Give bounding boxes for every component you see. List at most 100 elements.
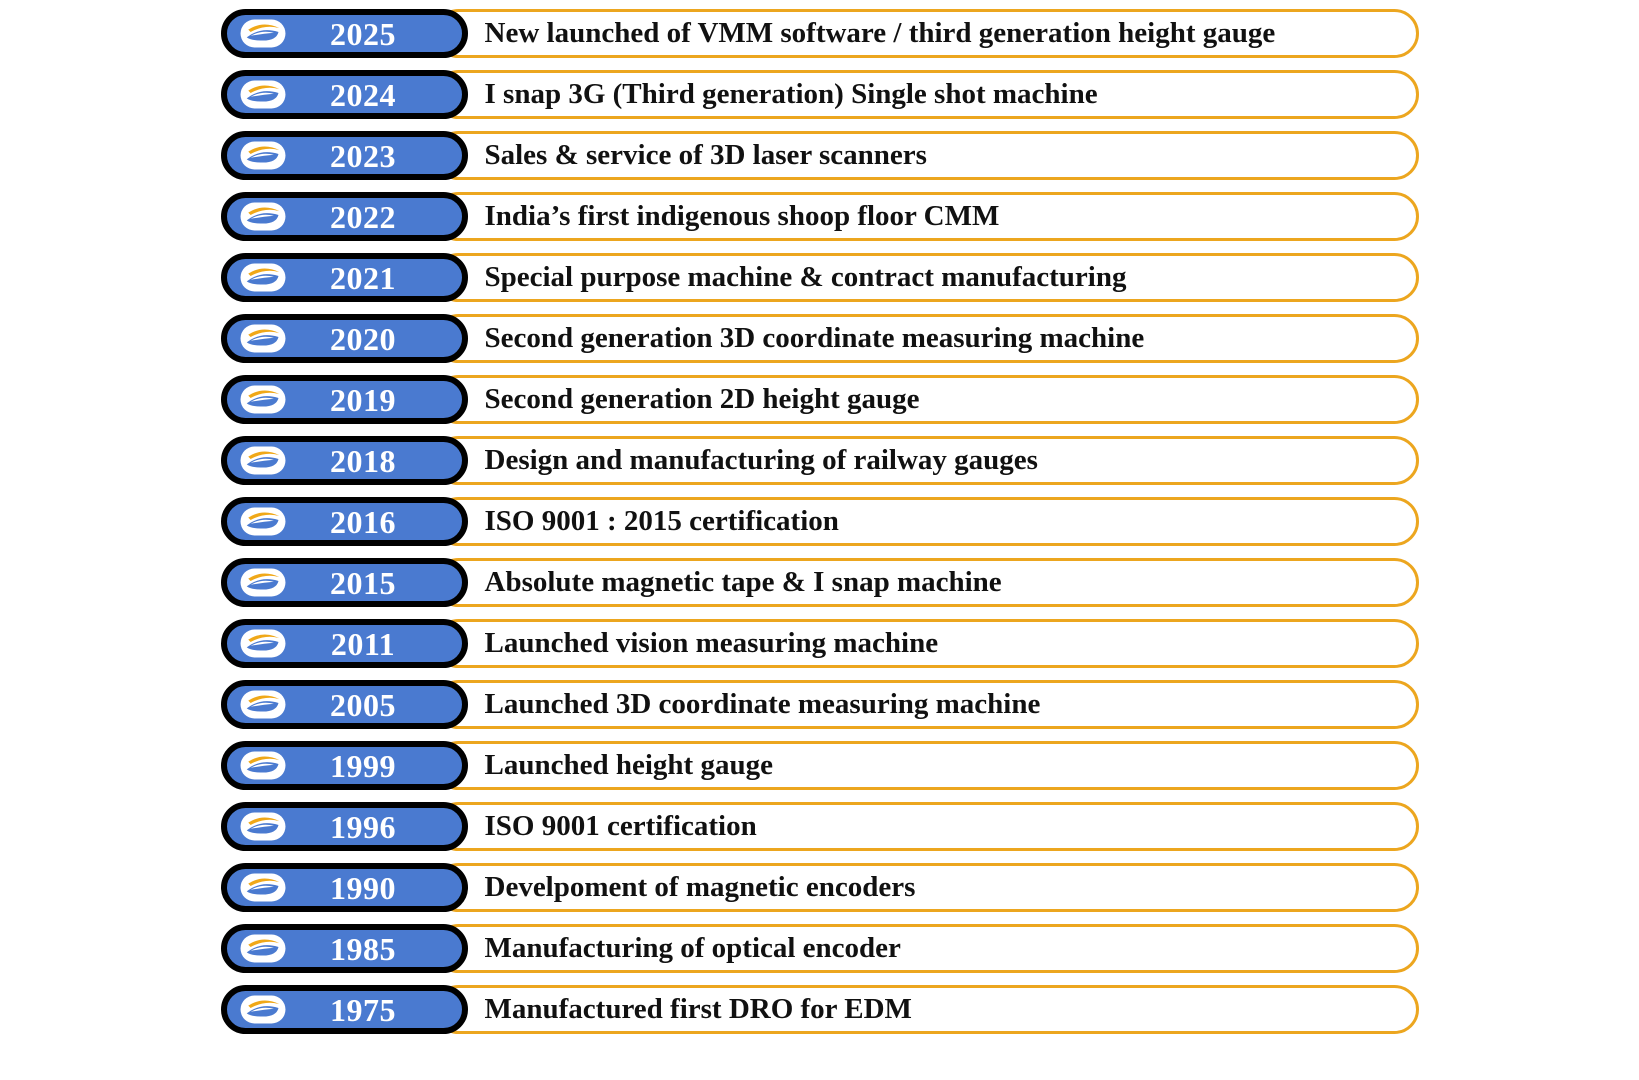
milestone-capsule: ISO 9001 certification <box>433 802 1419 851</box>
milestone-capsule: Second generation 2D height gauge <box>433 375 1419 424</box>
timeline-row: 2011 Launched vision measuring machine <box>220 619 1419 668</box>
year-label: 1975 <box>330 991 396 1028</box>
year-badge: 2024 <box>220 70 468 119</box>
brand-swoosh-icon <box>239 689 287 720</box>
timeline-row: 2005 Launched 3D coordinate measuring ma… <box>220 680 1419 729</box>
timeline-list: 2025 New launched of VMM software / thir… <box>220 0 1419 1034</box>
milestone-capsule: Manufactured first DRO for EDM <box>433 985 1419 1034</box>
milestone-capsule: Launched vision measuring machine <box>433 619 1419 668</box>
milestone-capsule: Second generation 3D coordinate measurin… <box>433 314 1419 363</box>
year-badge: 1990 <box>220 863 468 912</box>
brand-swoosh-icon <box>239 140 287 171</box>
timeline-row: 2015 Absolute magnetic tape & I snap mac… <box>220 558 1419 607</box>
year-label: 2016 <box>330 503 396 540</box>
year-badge: 1985 <box>220 924 468 973</box>
brand-swoosh-icon <box>239 994 287 1025</box>
milestone-text: Manufacturing of optical encoder <box>484 932 901 964</box>
year-badge: 2016 <box>220 497 468 546</box>
year-label: 2021 <box>330 259 396 296</box>
year-badge: 1999 <box>220 741 468 790</box>
year-badge: 2005 <box>220 680 468 729</box>
timeline-row: 2022 India’s first indigenous shoop floo… <box>220 192 1419 241</box>
timeline-row: 2018 Design and manufacturing of railway… <box>220 436 1419 485</box>
timeline-row: 2024 I snap 3G (Third generation) Single… <box>220 70 1419 119</box>
milestone-capsule: ISO 9001 : 2015 certification <box>433 497 1419 546</box>
timeline-row: 2023 Sales & service of 3D laser scanner… <box>220 131 1419 180</box>
milestone-capsule: Manufacturing of optical encoder <box>433 924 1419 973</box>
year-label: 1999 <box>330 747 396 784</box>
milestone-capsule: India’s first indigenous shoop floor CMM <box>433 192 1419 241</box>
year-label: 2025 <box>330 15 396 52</box>
brand-swoosh-icon <box>239 750 287 781</box>
year-label: 1990 <box>330 869 396 906</box>
year-badge: 2020 <box>220 314 468 363</box>
brand-swoosh-icon <box>239 811 287 842</box>
year-badge: 2025 <box>220 9 468 58</box>
year-label: 2015 <box>330 564 396 601</box>
timeline-row: 2020 Second generation 3D coordinate mea… <box>220 314 1419 363</box>
year-label: 2024 <box>330 76 396 113</box>
milestone-capsule: Launched height gauge <box>433 741 1419 790</box>
year-label: 1996 <box>330 808 396 845</box>
milestone-capsule: Launched 3D coordinate measuring machine <box>433 680 1419 729</box>
milestone-capsule: Special purpose machine & contract manuf… <box>433 253 1419 302</box>
milestone-text: India’s first indigenous shoop floor CMM <box>484 200 1000 232</box>
brand-swoosh-icon <box>239 628 287 659</box>
brand-swoosh-icon <box>239 79 287 110</box>
milestone-capsule: Design and manufacturing of railway gaug… <box>433 436 1419 485</box>
timeline-row: 1985 Manufacturing of optical encoder <box>220 924 1419 973</box>
brand-swoosh-icon <box>239 384 287 415</box>
brand-swoosh-icon <box>239 933 287 964</box>
year-badge: 1996 <box>220 802 468 851</box>
milestone-text: New launched of VMM software / third gen… <box>484 17 1276 49</box>
milestone-text: Absolute magnetic tape & I snap machine <box>484 566 1002 598</box>
milestone-text: Launched vision measuring machine <box>484 627 939 659</box>
brand-swoosh-icon <box>239 18 287 49</box>
brand-swoosh-icon <box>239 872 287 903</box>
timeline-row: 2021 Special purpose machine & contract … <box>220 253 1419 302</box>
brand-swoosh-icon <box>239 323 287 354</box>
milestone-text: Second generation 3D coordinate measurin… <box>484 322 1145 354</box>
milestone-capsule: Sales & service of 3D laser scanners <box>433 131 1419 180</box>
year-label: 2005 <box>330 686 396 723</box>
year-label: 2019 <box>330 381 396 418</box>
brand-swoosh-icon <box>239 506 287 537</box>
milestone-capsule: Develpoment of magnetic encoders <box>433 863 1419 912</box>
milestone-text: Launched 3D coordinate measuring machine <box>484 688 1041 720</box>
year-label: 2022 <box>330 198 396 235</box>
year-badge: 2021 <box>220 253 468 302</box>
year-badge: 2022 <box>220 192 468 241</box>
timeline-row: 1999 Launched height gauge <box>220 741 1419 790</box>
milestone-text: Special purpose machine & contract manuf… <box>484 261 1127 293</box>
milestone-text: ISO 9001 certification <box>484 810 757 842</box>
milestone-capsule: I snap 3G (Third generation) Single shot… <box>433 70 1419 119</box>
brand-swoosh-icon <box>239 201 287 232</box>
milestone-text: Sales & service of 3D laser scanners <box>484 139 927 171</box>
milestone-text: Develpoment of magnetic encoders <box>484 871 916 903</box>
timeline-row: 2019 Second generation 2D height gauge <box>220 375 1419 424</box>
year-badge: 2023 <box>220 131 468 180</box>
year-label: 1985 <box>330 930 396 967</box>
milestone-text: I snap 3G (Third generation) Single shot… <box>484 78 1098 110</box>
timeline-row: 1975 Manufactured first DRO for EDM <box>220 985 1419 1034</box>
year-badge: 2011 <box>220 619 468 668</box>
timeline-row: 1990 Develpoment of magnetic encoders <box>220 863 1419 912</box>
milestone-capsule: Absolute magnetic tape & I snap machine <box>433 558 1419 607</box>
brand-swoosh-icon <box>239 445 287 476</box>
year-label: 2023 <box>330 137 396 174</box>
timeline-row: 2016 ISO 9001 : 2015 certification <box>220 497 1419 546</box>
milestone-text: Design and manufacturing of railway gaug… <box>484 444 1038 476</box>
milestone-text: ISO 9001 : 2015 certification <box>484 505 839 537</box>
brand-swoosh-icon <box>239 567 287 598</box>
timeline-row: 1996 ISO 9001 certification <box>220 802 1419 851</box>
year-label: 2018 <box>330 442 396 479</box>
year-badge: 1975 <box>220 985 468 1034</box>
year-badge: 2019 <box>220 375 468 424</box>
milestone-text: Second generation 2D height gauge <box>484 383 920 415</box>
milestone-text: Manufactured first DRO for EDM <box>484 993 912 1025</box>
year-badge: 2015 <box>220 558 468 607</box>
year-label: 2020 <box>330 320 396 357</box>
year-label: 2011 <box>330 625 396 662</box>
milestone-capsule: New launched of VMM software / third gen… <box>433 9 1419 58</box>
timeline-row: 2025 New launched of VMM software / thir… <box>220 9 1419 58</box>
